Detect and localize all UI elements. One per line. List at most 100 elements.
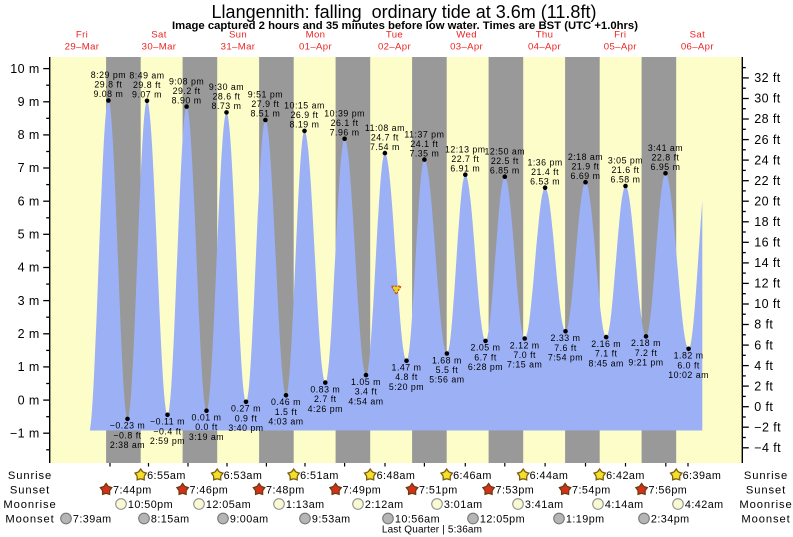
svg-text:0.0 ft: 0.0 ft [195,422,218,432]
svg-text:3:41am: 3:41am [525,499,564,511]
svg-text:9:21 pm: 9:21 pm [628,358,663,368]
svg-text:02–Apr: 02–Apr [378,42,411,53]
svg-text:6:55am: 6:55am [147,470,186,482]
svg-text:9.08 m: 9.08 m [93,89,123,99]
svg-text:10:02 am: 10:02 am [668,370,709,380]
svg-text:5 m: 5 m [18,228,40,242]
svg-text:22.7 ft: 22.7 ft [451,154,479,164]
svg-text:7:46pm: 7:46pm [190,484,229,496]
svg-text:21.9 ft: 21.9 ft [572,161,600,171]
svg-text:11:08 am: 11:08 am [365,123,405,133]
svg-text:4.8 ft: 4.8 ft [395,372,418,382]
svg-text:2:34pm: 2:34pm [651,513,690,525]
svg-text:7:39am: 7:39am [73,513,112,525]
svg-text:12:13 pm: 12:13 pm [445,144,486,154]
svg-text:0.27 m: 0.27 m [231,404,261,414]
svg-text:Moonset: Moonset [741,514,790,526]
svg-text:9:51 pm: 9:51 pm [248,90,283,100]
svg-text:7.2 ft: 7.2 ft [635,348,658,358]
svg-text:12 ft: 12 ft [754,277,780,291]
svg-text:22 ft: 22 ft [754,174,780,188]
svg-text:29.2 ft: 29.2 ft [173,86,201,96]
svg-text:2.33 m: 2.33 m [551,333,581,343]
svg-text:Sunrise: Sunrise [8,470,52,482]
svg-text:7.0 ft: 7.0 ft [513,350,536,360]
svg-text:6:39am: 6:39am [683,470,722,482]
svg-text:−2 ft: −2 ft [754,420,781,434]
svg-text:8.73 m: 8.73 m [212,101,242,111]
svg-text:−0.8 ft: −0.8 ft [113,430,141,440]
svg-text:6.58 m: 6.58 m [611,175,641,185]
svg-text:7:53pm: 7:53pm [496,484,535,496]
svg-text:Moonset: Moonset [5,514,54,526]
svg-text:−0.23 m: −0.23 m [110,421,146,431]
svg-text:0.9 ft: 0.9 ft [235,413,258,423]
svg-text:8:45 am: 8:45 am [589,358,624,368]
svg-text:Wed: Wed [456,30,477,41]
svg-text:7.54 m: 7.54 m [370,142,400,152]
svg-text:01–Apr: 01–Apr [299,42,332,53]
svg-text:0 ft: 0 ft [754,400,773,414]
svg-text:2 ft: 2 ft [754,379,773,393]
svg-text:Sunrise: Sunrise [744,470,788,482]
svg-text:6.85 m: 6.85 m [490,165,520,175]
svg-text:Last Quarter | 5:36am: Last Quarter | 5:36am [382,525,482,536]
svg-text:1.68 m: 1.68 m [432,355,462,365]
svg-text:04–Apr: 04–Apr [528,42,561,53]
svg-text:2.7 ft: 2.7 ft [314,394,337,404]
svg-text:2.18 m: 2.18 m [631,338,661,348]
svg-text:6:51am: 6:51am [300,470,339,482]
svg-text:0.46 m: 0.46 m [271,397,301,407]
svg-text:1:19pm: 1:19pm [566,513,605,525]
svg-text:1.47 m: 1.47 m [392,363,422,373]
svg-text:Moonrise: Moonrise [739,499,792,511]
svg-text:9 m: 9 m [18,95,40,109]
svg-text:29.8 ft: 29.8 ft [133,80,161,90]
svg-text:27.9 ft: 27.9 ft [251,99,279,109]
svg-text:3:40 pm: 3:40 pm [228,423,263,433]
svg-text:10:15 am: 10:15 am [284,101,325,111]
svg-text:Tue: Tue [386,30,403,41]
svg-text:Sun: Sun [229,30,247,41]
svg-text:Image captured 2 hours and 35: Image captured 2 hours and 35 minutes be… [172,20,638,32]
svg-text:3:19 am: 3:19 am [189,432,224,442]
svg-text:6:42am: 6:42am [606,470,645,482]
svg-text:5:20 pm: 5:20 pm [389,382,424,392]
svg-text:9:08 pm: 9:08 pm [169,76,204,86]
svg-text:24.7 ft: 24.7 ft [371,132,399,142]
svg-text:6.69 m: 6.69 m [571,171,601,181]
svg-text:0 m: 0 m [18,393,40,407]
svg-text:4:42am: 4:42am [685,499,724,511]
svg-text:4 m: 4 m [18,261,40,275]
svg-text:9:53am: 9:53am [312,513,351,525]
svg-text:9.07 m: 9.07 m [132,90,162,100]
svg-text:10 m: 10 m [10,62,39,76]
svg-text:4:14am: 4:14am [605,499,644,511]
svg-text:7:56pm: 7:56pm [649,484,688,496]
svg-text:9:30 am: 9:30 am [209,82,244,92]
svg-text:7.1 ft: 7.1 ft [595,349,618,359]
svg-text:4 ft: 4 ft [754,359,773,373]
svg-text:7:49pm: 7:49pm [343,484,382,496]
svg-text:Fri: Fri [614,30,626,41]
svg-text:6:28 pm: 6:28 pm [468,362,503,372]
svg-text:03–Apr: 03–Apr [450,42,483,53]
svg-text:2.05 m: 2.05 m [471,343,501,353]
svg-text:5:56 am: 5:56 am [429,375,464,385]
svg-text:7:44pm: 7:44pm [113,484,152,496]
svg-text:20 ft: 20 ft [754,194,780,208]
svg-text:26.9 ft: 26.9 ft [291,110,319,120]
svg-text:−1 m: −1 m [10,426,40,440]
svg-text:26.1 ft: 26.1 ft [331,118,359,128]
svg-text:Sat: Sat [690,30,705,41]
svg-text:7 m: 7 m [18,161,40,175]
svg-text:Llangennith: falling ordinary: Llangennith: falling ordinary tide at 3.… [212,2,597,22]
svg-text:30 ft: 30 ft [754,92,780,106]
svg-text:6:44am: 6:44am [530,470,569,482]
svg-text:6 m: 6 m [18,194,40,208]
svg-text:30–Mar: 30–Mar [142,42,177,53]
svg-text:12:05pm: 12:05pm [480,513,525,525]
svg-text:Thu: Thu [536,30,554,41]
svg-text:1.5 ft: 1.5 ft [275,407,298,417]
svg-text:2:38 am: 2:38 am [110,440,145,450]
